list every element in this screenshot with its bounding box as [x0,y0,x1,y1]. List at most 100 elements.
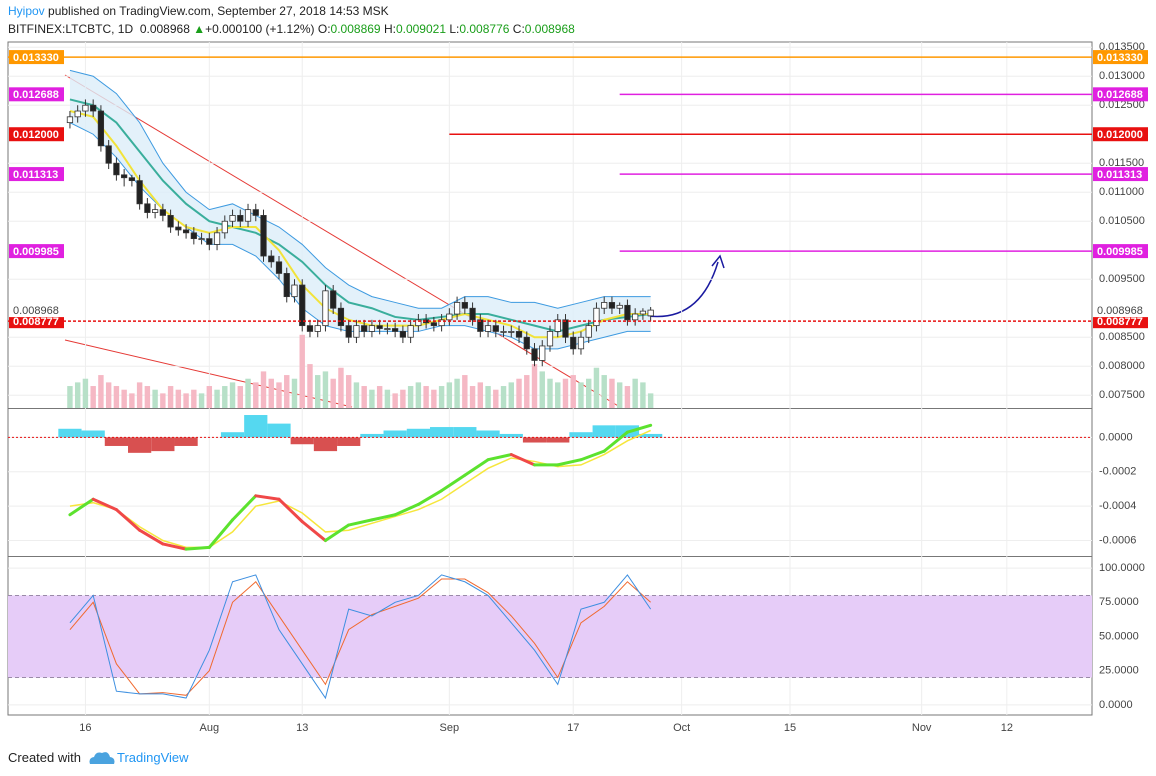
macd-histogram [453,427,477,438]
volume-bar [121,389,127,408]
volume-bar [160,393,166,408]
candle-body [508,331,515,333]
y-tick-label: 50.0000 [1099,630,1139,642]
volume-bar [632,378,638,408]
macd-line [556,458,583,467]
volume-bar [322,371,329,408]
macd-line [393,502,420,517]
volume-bar [454,378,460,408]
level-badge [1093,127,1148,142]
volume-bar [284,375,290,408]
candle-body [237,215,244,222]
volume-bar [167,386,174,408]
candle-body [306,325,314,332]
level-label: 0.009985 [1097,246,1143,258]
candle-body [128,177,135,182]
candle-body [252,209,259,216]
volume-bar [338,367,344,408]
macd-histogram [429,427,454,438]
candle-body [105,145,112,164]
volume-bar [477,382,484,408]
candle-body [616,304,623,309]
x-tick-label: 15 [784,722,796,734]
y-tick-label: 0.013000 [1099,70,1145,82]
candle-body [477,319,484,332]
level-badge [9,314,64,329]
macd-line [91,497,118,512]
moving-average [69,110,651,339]
volume-bar [593,367,600,408]
volume-bar [485,386,491,408]
ohlc-key: L: [449,22,460,36]
arrow: ▲ [193,22,206,36]
macd-line [138,528,165,546]
y-tick-label: 0.007500 [1099,389,1145,401]
last-price-badge [9,303,64,318]
macd-histogram [546,437,570,443]
macd-line [602,430,629,453]
level-badge [9,167,64,182]
macd-histogram [406,428,430,438]
candle-body [322,290,329,327]
macd-histogram [267,423,291,438]
moving-average [69,98,651,333]
candle-body [539,345,546,361]
volume-bar [237,386,243,408]
candle-body [152,209,159,213]
volume-bar [152,389,158,408]
x-tick-label: Oct [673,722,690,734]
ohlc-key: C: [512,22,525,36]
candle-body [446,313,453,321]
volume-bar [570,375,576,408]
y-tick-label: 0.012500 [1099,99,1145,111]
x-tick-label: 12 [1001,722,1013,734]
macd-line [277,497,304,524]
level-label: 0.008777 [1097,316,1143,328]
macd-histogram [290,437,314,445]
macd-histogram [151,437,175,452]
macd-line [486,453,513,462]
macd-histogram [128,437,152,453]
y-tick-label: 0.0000 [1099,699,1133,711]
y-tick-label: 0.011500 [1099,157,1144,169]
volume-bar [276,382,282,408]
candle-body [531,348,538,361]
macd-histogram [592,425,616,438]
macd-line [323,523,351,543]
candle-body [415,319,422,327]
level-badge [1093,167,1148,182]
y-tick-label: 0.010500 [1099,215,1145,227]
macd-line [184,545,211,551]
candle-body [66,116,74,124]
level-badge [1093,87,1148,102]
candle-body [515,331,523,338]
volume-bar [616,382,623,408]
volume-bar [144,386,151,408]
candle-body [159,209,166,216]
volume-bar [407,386,414,408]
macd-line [463,458,490,477]
change: +0.000100 (+1.12%) [205,22,315,36]
volume-bar [214,389,220,408]
candle-body [113,162,120,176]
volume-bar [640,382,646,408]
volume-bar [508,382,514,408]
candle-body [136,180,143,205]
candle-body [175,226,182,231]
level-label: 0.013330 [13,52,59,64]
volume-bar [400,389,406,408]
candle-body [492,325,499,332]
volume-bar [74,382,81,408]
candle-body [229,215,236,222]
level-label: 0.008777 [13,316,59,328]
volume-bar [67,386,73,408]
ohlc-value: 0.009021 [395,22,447,36]
volume-bar [376,386,383,408]
ohlc-value: 0.008776 [459,22,510,36]
level-label: 0.011313 [1097,169,1142,181]
level-badge [9,244,64,259]
candle-body [221,220,228,234]
macd-line [625,423,653,434]
volume-bar [353,382,360,408]
volume-bar [113,386,120,408]
